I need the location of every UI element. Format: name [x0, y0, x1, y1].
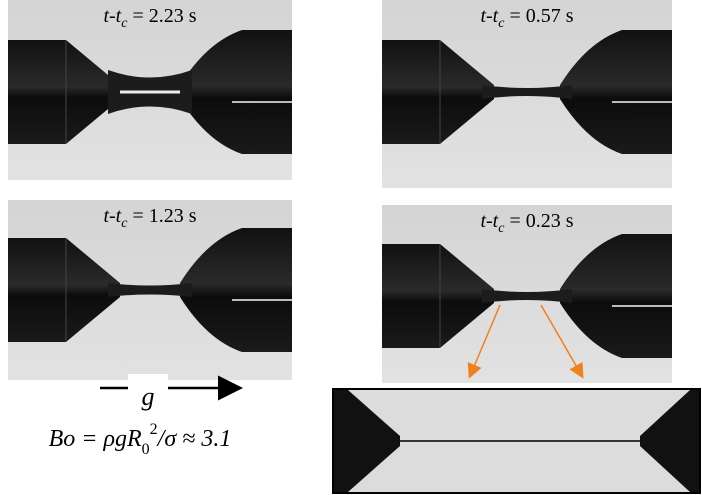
label-variable: t-t: [480, 5, 498, 27]
label-variable: t-t: [480, 210, 498, 232]
photo-panel: t-tc = 0.23 s: [382, 205, 672, 383]
label-variable: t-t: [103, 205, 121, 227]
equation-subscript: 0: [142, 441, 150, 458]
equation-part: Bo = ρgR: [49, 426, 142, 452]
label-variable: t-t: [103, 5, 121, 27]
zoom-image: [333, 389, 700, 493]
figure: t-tc = 2.23 st-tc = 0.57 st-tc = 1.23 st…: [0, 0, 702, 495]
gravity-label: g: [142, 382, 155, 411]
photo-panel: t-tc = 0.57 s: [382, 0, 672, 188]
label-value: = 0.57 s: [504, 5, 573, 27]
label-value: = 0.23 s: [504, 210, 573, 232]
label-value: = 2.23 s: [127, 5, 196, 27]
equation-superscript: 2: [150, 421, 158, 438]
label-value: = 1.23 s: [127, 205, 196, 227]
bond-number: Bo = ρgR02/σ ≈ 3.1: [49, 421, 232, 458]
photo-panel: t-tc = 1.23 s: [8, 200, 292, 380]
photo-panel: t-tc = 2.23 s: [8, 0, 292, 180]
equation-part: /σ ≈ 3.1: [156, 426, 232, 452]
